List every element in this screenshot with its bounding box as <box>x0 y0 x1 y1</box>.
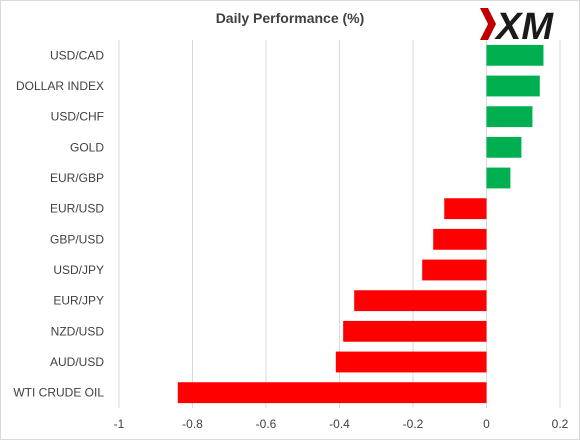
bar <box>422 259 487 281</box>
bar <box>354 290 487 312</box>
chart-title: Daily Performance (%) <box>215 10 365 26</box>
x-tick-label: 0.2 <box>552 417 569 431</box>
bar <box>486 75 540 97</box>
bar <box>444 198 487 220</box>
bar <box>486 136 522 158</box>
x-tick-label: 0 <box>483 417 490 431</box>
bar <box>486 167 511 189</box>
bar <box>433 228 487 250</box>
svg-text:XM: XM <box>494 6 554 44</box>
x-tick-label: -0.2 <box>403 417 424 431</box>
bar <box>486 44 544 66</box>
category-label: USD/CHF <box>51 110 104 124</box>
category-label: USD/CAD <box>50 48 104 62</box>
x-tick-label: -0.8 <box>182 417 203 431</box>
category-label: EUR/USD <box>50 202 104 216</box>
category-labels: USD/CAD DOLLAR INDEX USD/CHF GOLD EUR/GBP EUR… <box>13 48 104 399</box>
bar <box>335 351 487 373</box>
x-tick-label: -1 <box>114 417 125 431</box>
gridlines <box>118 40 561 408</box>
bars <box>177 44 544 404</box>
category-label: WTI CRUDE OIL <box>13 386 104 400</box>
category-label: EUR/GBP <box>50 171 104 185</box>
category-label: NZD/USD <box>51 324 105 338</box>
category-label: USD/JPY <box>53 263 104 277</box>
category-label: GOLD <box>70 140 104 154</box>
x-tick-label: -0.4 <box>329 417 350 431</box>
x-tick-labels: -1 -0.8 -0.6 -0.4 -0.2 0 0.2 <box>114 417 569 431</box>
bar <box>486 106 533 128</box>
category-label: EUR/JPY <box>53 294 104 308</box>
x-tick-label: -0.6 <box>256 417 277 431</box>
xm-logo: XM <box>480 6 554 44</box>
category-label: AUD/USD <box>50 355 104 369</box>
bar <box>177 382 487 404</box>
category-label: DOLLAR INDEX <box>16 79 104 93</box>
bar <box>343 320 487 342</box>
category-label: GBP/USD <box>50 232 104 246</box>
